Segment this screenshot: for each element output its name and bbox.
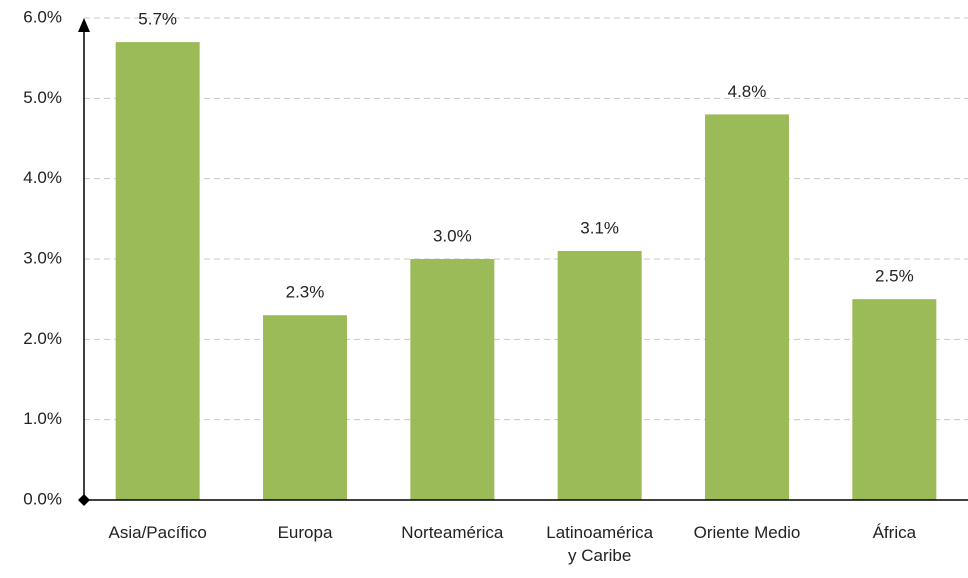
axis-origin-marker <box>78 494 90 506</box>
bar <box>115 42 200 500</box>
data-label: 5.7% <box>138 10 177 29</box>
y-tick-label: 2.0% <box>23 329 62 348</box>
bar <box>852 299 937 500</box>
y-tick-label: 0.0% <box>23 489 62 508</box>
x-tick-label: África <box>872 523 917 542</box>
bar <box>263 315 347 500</box>
x-tick-label: Norteamérica <box>401 523 504 542</box>
data-label: 4.8% <box>728 82 767 101</box>
y-tick-label: 4.0% <box>23 168 62 187</box>
data-label: 3.0% <box>433 226 472 245</box>
x-tick-label: Oriente Medio <box>693 523 801 542</box>
x-tick-label: Latinoamérica y Caribe <box>546 523 654 565</box>
data-label: 3.1% <box>580 218 619 237</box>
data-label: 2.3% <box>286 283 325 302</box>
x-tick-label: Asia/Pacífico <box>108 523 207 542</box>
y-tick-label: 3.0% <box>23 248 62 267</box>
y-tick-label: 5.0% <box>23 88 62 107</box>
bar <box>705 114 789 501</box>
y-axis-arrow <box>78 18 90 32</box>
y-tick-label: 6.0% <box>23 7 62 26</box>
y-tick-label: 1.0% <box>23 409 62 428</box>
bar <box>557 250 642 500</box>
data-label: 2.5% <box>875 267 914 286</box>
bar <box>410 259 495 500</box>
x-tick-label: Europa <box>277 523 333 542</box>
